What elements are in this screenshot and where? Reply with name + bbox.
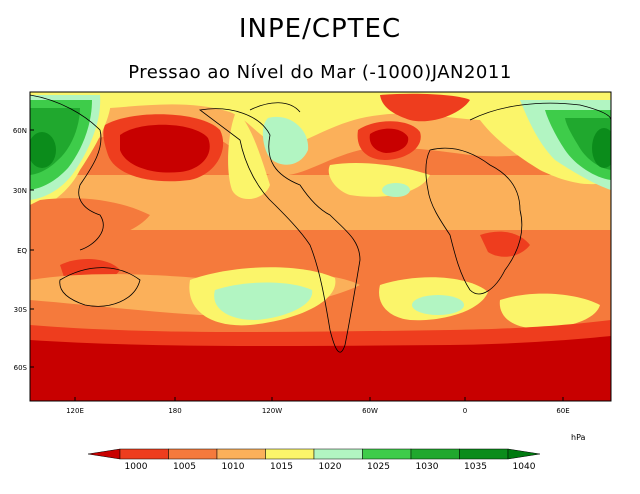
colorbar-segment: [265, 448, 315, 460]
atlantic-high-1025: [382, 183, 410, 197]
colorbar-segment: [216, 448, 266, 460]
lon-tick-label: 120W: [262, 407, 282, 415]
maritime-low: [30, 198, 150, 242]
africa-europe-coast: [425, 147, 523, 295]
eurasia-coast: [469, 102, 611, 121]
indian-1020: [499, 293, 600, 329]
colorbar-label: 1040: [512, 462, 536, 472]
colorbar-label: 1005: [173, 462, 196, 472]
iceland-1000: [369, 128, 409, 153]
aleutian-1000: [120, 124, 210, 173]
pacific-high-1020: [228, 112, 270, 200]
africa-low: [480, 231, 530, 257]
arctic-low: [380, 93, 470, 122]
colorbar-label: 1025: [367, 462, 390, 472]
pressure-field: [30, 92, 611, 401]
colorbar-upper-extend: [507, 448, 541, 460]
colorbar-segment: [410, 448, 460, 460]
map-subtitle: Pressao ao Nível do Mar (-1000)JAN2011: [128, 62, 512, 83]
colorbar-segment: [119, 448, 169, 460]
colorbar-label: 1020: [318, 462, 342, 472]
lon-tick-label: 60W: [362, 407, 378, 415]
america-coast: [199, 108, 361, 353]
map-frame: [29, 91, 612, 402]
south-pacific-1025: [214, 282, 313, 320]
page-title: INPE/CPTEC: [238, 14, 402, 44]
colorbar-label: 1010: [221, 462, 245, 472]
lon-tick-label: 180: [168, 407, 181, 415]
west-1040: [30, 132, 56, 168]
colorbar-label: 1030: [415, 462, 439, 472]
colorbar-lower-extend: [87, 448, 121, 460]
lon-tick-label: 0: [463, 407, 467, 415]
lon-tick-label: 60E: [556, 407, 569, 415]
south-atlantic-1025: [412, 295, 464, 315]
colorbar-segment: [459, 448, 509, 460]
lon-ticks: 120E 180 120W 60W 0 60E: [66, 397, 570, 415]
lat-tick-label: 60N: [13, 127, 27, 135]
lat-tick-label: 30S: [14, 306, 28, 314]
asia-australia-coast: [30, 94, 141, 307]
asia-high-1025: [262, 116, 309, 165]
greenland-coast: [249, 102, 301, 113]
colorbar-segment: [313, 448, 363, 460]
colorbar: [87, 448, 541, 460]
lat-tick-label: EQ: [17, 247, 27, 255]
colorbar-label: 1015: [270, 462, 293, 472]
southern-1000: [30, 336, 611, 401]
lat-ticks: 60N 30N EQ 30S 60S: [13, 127, 34, 372]
field-north-1020: [30, 92, 611, 146]
coastlines: [30, 94, 611, 353]
lon-tick-label: 120E: [66, 407, 84, 415]
colorbar-label: 1000: [124, 462, 148, 472]
lat-tick-label: 60S: [14, 364, 28, 372]
colorbar-segment: [362, 448, 412, 460]
colorbar-segment: [168, 448, 218, 460]
lat-tick-label: 30N: [13, 187, 27, 195]
colorbar-unit: hPa: [571, 433, 586, 442]
colorbar-label: 1035: [464, 462, 487, 472]
siberia-1040: [592, 128, 611, 168]
